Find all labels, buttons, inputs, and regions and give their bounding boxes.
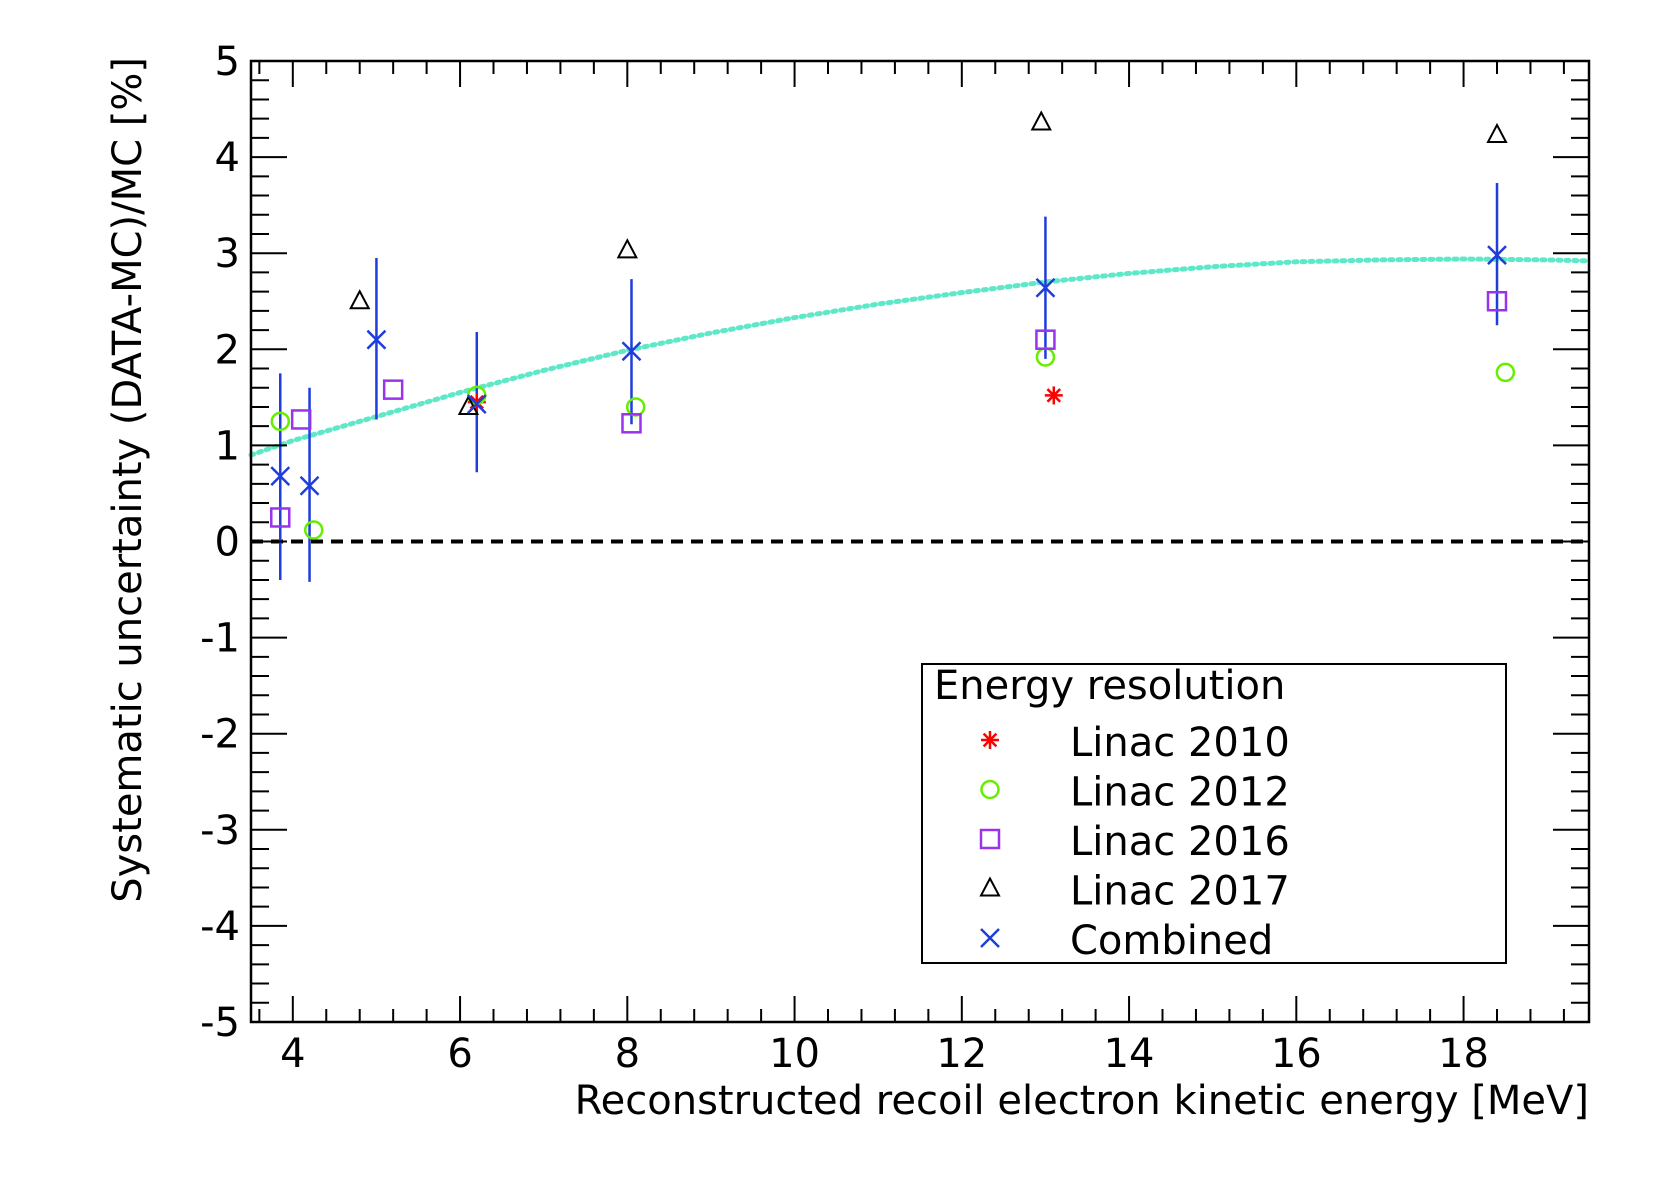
x-tick-label: 8 <box>615 1031 640 1077</box>
linac-2016-point <box>290 409 312 430</box>
x-tick-label: 12 <box>936 1031 987 1077</box>
legend-marker-linac-2010 <box>981 731 999 749</box>
y-tick-label: -4 <box>200 904 240 950</box>
square-shape <box>1035 329 1056 350</box>
y-tick-label: 5 <box>215 39 240 85</box>
y-tick-label: 2 <box>215 327 240 373</box>
square-shape <box>290 409 312 430</box>
y-tick-label: 1 <box>215 423 240 469</box>
linac-2017-point <box>616 238 638 259</box>
square-shape <box>979 828 1001 850</box>
square-shape <box>621 413 642 434</box>
circle-shape <box>625 397 646 417</box>
x-stroke <box>299 475 320 496</box>
x-stroke <box>980 928 1000 948</box>
linac-2017-point <box>457 394 480 415</box>
y-axis-title: Systematic uncertainty (DATA-MC)/MC [%] <box>105 57 151 903</box>
triangle-shape <box>616 238 638 259</box>
circle-shape <box>1495 362 1516 383</box>
combined-point <box>366 329 387 350</box>
linac-2017-point <box>1030 110 1052 131</box>
circle-shape <box>270 411 291 432</box>
linac-2016-point <box>1486 291 1508 312</box>
star-stroke <box>1046 388 1062 403</box>
circle-shape <box>980 779 1000 800</box>
y-tick-label: -2 <box>200 712 240 758</box>
square-shape <box>270 507 291 528</box>
legend-label-linac-2010: Linac 2010 <box>1070 720 1290 766</box>
star-stroke <box>982 732 998 748</box>
y-tick-label: -1 <box>200 616 240 662</box>
x-axis-title: Reconstructed recoil electron kinetic en… <box>575 1078 1589 1124</box>
marker-layer <box>270 110 1516 540</box>
x-tick-label: 10 <box>769 1031 820 1077</box>
x-tick-label: 4 <box>280 1031 305 1077</box>
triangle-shape <box>1030 110 1052 131</box>
x-tick-label: 14 <box>1104 1031 1155 1077</box>
circle-shape <box>303 520 324 540</box>
x-stroke <box>466 394 487 414</box>
y-tick-label: 4 <box>215 135 240 181</box>
combined-point <box>1035 277 1056 298</box>
x-tick-label: 18 <box>1438 1031 1489 1077</box>
legend-label-linac-2012: Linac 2012 <box>1070 770 1290 816</box>
linac-2010-point <box>1044 386 1063 405</box>
legend-title: Energy resolution <box>934 663 1285 709</box>
linac-2016-point <box>382 379 404 400</box>
linac-2012-point <box>303 520 324 540</box>
combined-point <box>621 341 642 362</box>
fit-curve <box>248 256 1592 458</box>
legend-marker-linac-2012 <box>980 779 1000 800</box>
legend-box <box>921 663 1507 964</box>
error-bar-layer <box>279 183 1499 582</box>
y-tick-label: 3 <box>215 231 240 277</box>
legend-label-combined: Combined <box>1070 918 1273 964</box>
combined-point <box>466 394 487 414</box>
linac-2016-point <box>621 413 642 434</box>
square-shape <box>1486 291 1508 312</box>
x-stroke <box>270 466 291 487</box>
linac-2017-point <box>1486 122 1508 143</box>
linac-2016-point <box>1035 329 1056 350</box>
x-tick-label: 6 <box>447 1031 472 1077</box>
combined-point <box>270 466 291 487</box>
linac-2016-point <box>270 507 291 528</box>
legend-label-linac-2016: Linac 2016 <box>1070 819 1290 865</box>
triangle-shape <box>1486 122 1508 143</box>
combined-point <box>1487 245 1507 266</box>
x-tick-label: 16 <box>1271 1031 1322 1077</box>
legend-marker-combined <box>980 928 1000 948</box>
legend-marker-linac-2017 <box>979 876 1001 897</box>
triangle-shape <box>979 876 1001 897</box>
tick-marks <box>251 60 1589 1023</box>
square-shape <box>382 379 404 400</box>
legend-label-linac-2017: Linac 2017 <box>1070 869 1290 915</box>
y-tick-label: 0 <box>215 520 240 566</box>
linac-2012-point <box>270 411 291 432</box>
triangle-shape <box>457 394 480 415</box>
linac-2017-point <box>349 289 371 310</box>
combined-point <box>299 475 320 496</box>
x-stroke <box>1487 245 1507 266</box>
triangle-shape <box>349 289 371 310</box>
x-tick-labels: 4 6 8 10 12 14 16 18 <box>280 1031 1489 1077</box>
fit-curve-layer <box>248 256 1592 458</box>
x-stroke <box>366 329 387 350</box>
linac-2012-point <box>625 397 646 417</box>
y-tick-label: -3 <box>200 808 240 854</box>
linac-2012-point <box>1495 362 1516 383</box>
x-stroke <box>1035 277 1056 298</box>
y-tick-label: -5 <box>200 1000 240 1046</box>
y-tick-labels: -5 -4 -3 -2 -1 0 1 2 3 4 5 <box>200 39 240 1046</box>
x-stroke <box>621 341 642 362</box>
legend-marker-linac-2016 <box>979 828 1001 850</box>
